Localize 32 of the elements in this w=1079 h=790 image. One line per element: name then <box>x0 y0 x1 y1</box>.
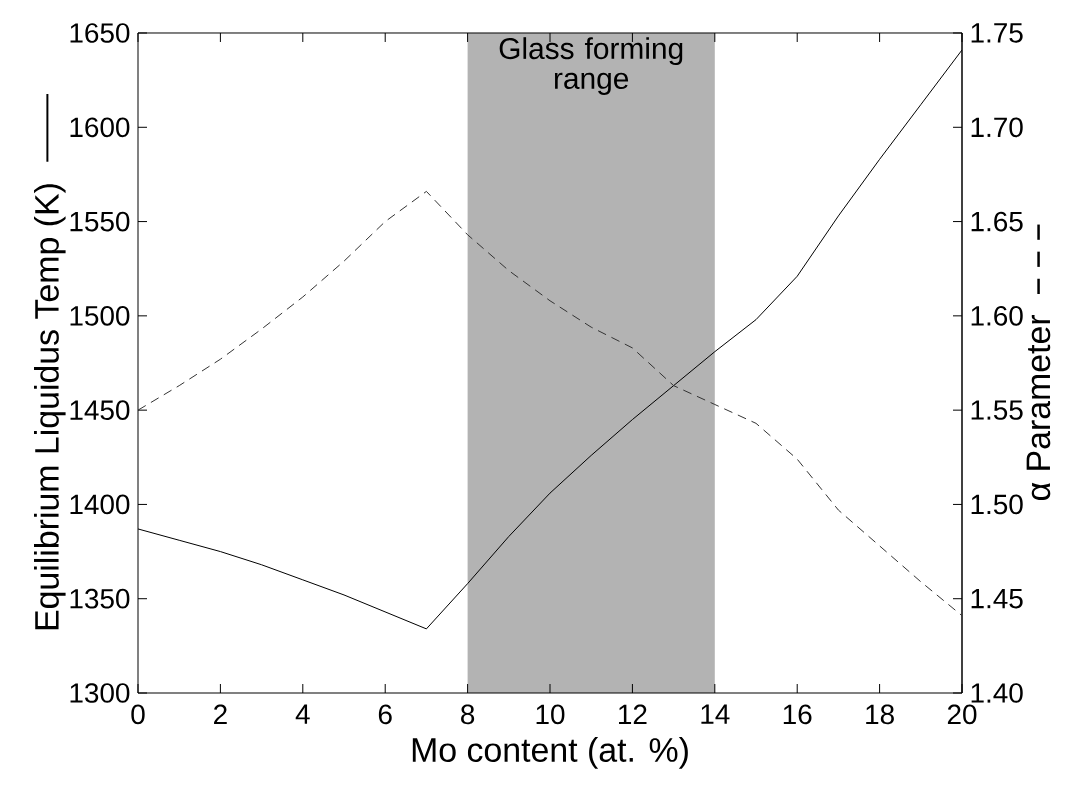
y-axis-title: Equilibrium Liquidus Temp (K) <box>34 184 66 630</box>
y-tick-label: 1650 <box>70 23 130 43</box>
y-tick-label: 1300 <box>70 683 130 703</box>
y2-tick-label: 1.55 <box>971 400 1023 420</box>
y-tick-label: 1350 <box>70 588 130 609</box>
x-axis-title: Mo content (at. %) <box>412 737 688 769</box>
band-label: Glass forming range <box>499 37 683 95</box>
x-tick-label: 0 <box>131 704 145 725</box>
y2-tick-label: 1.60 <box>971 305 1023 326</box>
y2-tick-label: 1.70 <box>971 117 1023 138</box>
x-tick-label: 6 <box>378 704 392 725</box>
y2-axis-title: α Parameter <box>1026 314 1051 501</box>
x-tick-label: 12 <box>619 704 647 724</box>
x-tick-label: 18 <box>866 704 894 725</box>
x-tick-label: 10 <box>536 704 565 725</box>
y2-tick-label: 1.40 <box>971 683 1023 703</box>
y2-tick-label: 1.45 <box>971 588 1023 609</box>
x-tick-label: 4 <box>295 704 310 724</box>
x-tick-label: 16 <box>783 704 812 725</box>
line-series <box>138 190 963 617</box>
y-tick-label: 1550 <box>70 211 130 232</box>
y2-tick-label: 1.65 <box>971 211 1023 232</box>
y2-tick-label: 1.50 <box>971 494 1023 515</box>
y-tick-label: 1500 <box>70 305 130 326</box>
x-tick-label: 8 <box>461 704 475 725</box>
y2-tick-label: 1.75 <box>971 23 1023 43</box>
x-tick-label: 20 <box>947 704 977 725</box>
x-tick-label: 14 <box>701 704 730 724</box>
x-tick-label: 2 <box>214 704 227 724</box>
y-tick-label: 1400 <box>70 494 130 515</box>
y-tick-label: 1450 <box>70 400 130 421</box>
y-tick-label: 1600 <box>70 117 130 138</box>
